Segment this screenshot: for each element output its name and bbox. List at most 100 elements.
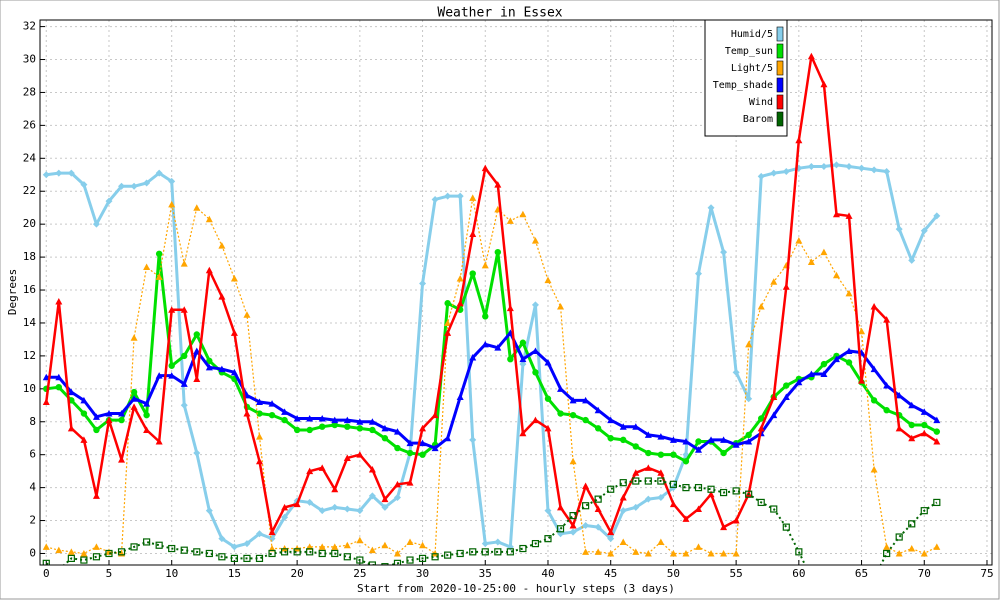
point [732,441,740,448]
point [368,418,376,425]
point [155,438,163,445]
x-tick-label: 5 [106,567,113,580]
point [469,436,477,444]
point [707,549,715,557]
point [670,451,677,458]
point [180,260,188,267]
point [820,370,828,378]
point [255,457,263,465]
point [895,424,903,432]
point [280,548,289,556]
point [519,355,527,363]
point [494,248,502,256]
point [569,396,577,404]
point [331,503,339,511]
point [481,340,489,348]
point [556,525,565,533]
x-tick-label: 40 [541,567,554,580]
point [632,443,639,450]
point [218,365,226,373]
point [807,370,815,378]
point [230,329,238,336]
point [569,528,577,536]
point [607,535,615,543]
point [469,270,476,277]
point [544,507,552,515]
point [820,80,828,88]
point [343,505,351,513]
point [481,540,489,548]
point [143,538,151,546]
point [419,424,427,432]
point [569,521,577,529]
point [870,302,878,310]
point [694,543,702,550]
point [557,385,565,392]
point [118,456,126,463]
point [130,182,138,190]
y-tick-label: 12 [23,349,36,362]
y-tick-label: 6 [29,448,36,461]
point [130,403,138,410]
legend-label: Humid/5 [731,29,773,40]
point [293,500,301,508]
point [494,344,502,351]
point [507,355,514,363]
point [770,169,778,177]
point [795,378,803,386]
point [594,406,602,414]
point [393,559,402,565]
point [694,484,703,492]
point [168,306,176,313]
y-tick-label: 4 [29,481,36,494]
point [419,451,426,458]
point [67,388,75,396]
point [180,401,188,409]
x-axis-label: Start from 2020-10-25:00 - hourly steps … [357,582,675,595]
point [381,541,389,549]
x-tick-label: 45 [604,567,617,580]
point [757,424,765,432]
point [619,538,627,545]
point [644,431,652,438]
point [707,204,715,212]
point [205,215,213,223]
point [80,556,88,564]
point [807,52,815,60]
point [67,548,75,555]
point [908,434,916,442]
x-tick-label: 0 [43,567,50,580]
point [431,411,439,419]
point [243,410,251,417]
plot-area [42,52,941,565]
point [594,523,602,531]
point [130,334,138,341]
legend-label: Barom [743,114,773,125]
point [118,182,126,190]
point [80,436,88,443]
point [293,414,301,422]
point [168,200,176,208]
point [657,433,665,440]
point [582,396,590,404]
point [870,397,878,404]
point [669,480,678,488]
point [344,423,351,430]
point [682,458,690,465]
y-tick-label: 30 [23,53,36,66]
y-tick-label: 18 [23,250,36,263]
point [506,304,514,312]
point [281,408,289,415]
point [394,444,401,452]
point [444,300,451,307]
point [419,279,427,287]
point [343,454,351,461]
point [569,411,577,419]
point [481,164,489,172]
point [180,306,188,313]
point [155,250,163,258]
point [669,436,677,443]
y-axis-label: Degrees [6,269,19,315]
point [369,426,376,434]
